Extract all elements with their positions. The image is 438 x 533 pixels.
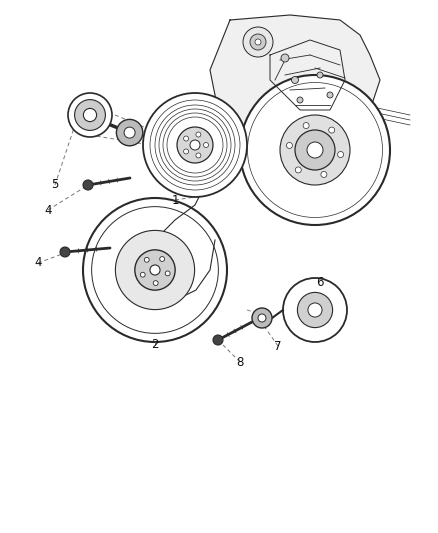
Circle shape	[308, 303, 322, 317]
Text: 1: 1	[171, 193, 179, 206]
Circle shape	[307, 142, 323, 158]
Text: 7: 7	[274, 340, 282, 352]
Circle shape	[117, 119, 143, 146]
Circle shape	[184, 149, 189, 154]
Circle shape	[190, 140, 200, 150]
Circle shape	[255, 39, 261, 45]
Circle shape	[297, 97, 303, 103]
Circle shape	[292, 77, 299, 84]
Circle shape	[281, 54, 289, 62]
Circle shape	[240, 75, 390, 225]
Circle shape	[258, 314, 266, 322]
Circle shape	[283, 278, 347, 342]
Text: 4: 4	[34, 256, 42, 270]
Circle shape	[286, 142, 293, 149]
Circle shape	[74, 100, 106, 131]
Circle shape	[303, 123, 309, 128]
Circle shape	[140, 272, 145, 277]
Circle shape	[196, 153, 201, 158]
Circle shape	[295, 167, 301, 173]
Circle shape	[143, 93, 247, 197]
Circle shape	[165, 271, 170, 276]
Text: 6: 6	[316, 277, 324, 289]
Circle shape	[184, 136, 189, 141]
Circle shape	[250, 34, 266, 50]
Circle shape	[150, 265, 160, 275]
Circle shape	[83, 198, 227, 342]
Text: 8: 8	[237, 356, 244, 368]
Circle shape	[204, 142, 208, 148]
Circle shape	[338, 151, 343, 158]
Circle shape	[280, 115, 350, 185]
Circle shape	[68, 93, 112, 137]
Circle shape	[327, 92, 333, 98]
Circle shape	[295, 130, 335, 170]
Circle shape	[135, 250, 175, 290]
Circle shape	[297, 293, 332, 328]
Circle shape	[124, 127, 135, 138]
Polygon shape	[210, 15, 380, 145]
Text: 5: 5	[51, 179, 59, 191]
Text: 2: 2	[151, 338, 159, 351]
Circle shape	[83, 180, 93, 190]
Circle shape	[145, 257, 149, 262]
Circle shape	[328, 127, 335, 133]
Circle shape	[83, 108, 97, 122]
Circle shape	[321, 172, 327, 177]
Text: 4: 4	[44, 204, 52, 216]
Circle shape	[153, 281, 158, 286]
Circle shape	[160, 256, 165, 261]
Circle shape	[317, 72, 323, 78]
Circle shape	[213, 335, 223, 345]
Circle shape	[60, 247, 70, 257]
Circle shape	[115, 230, 194, 310]
Circle shape	[252, 308, 272, 328]
Circle shape	[196, 132, 201, 137]
Circle shape	[177, 127, 213, 163]
Circle shape	[243, 27, 273, 57]
